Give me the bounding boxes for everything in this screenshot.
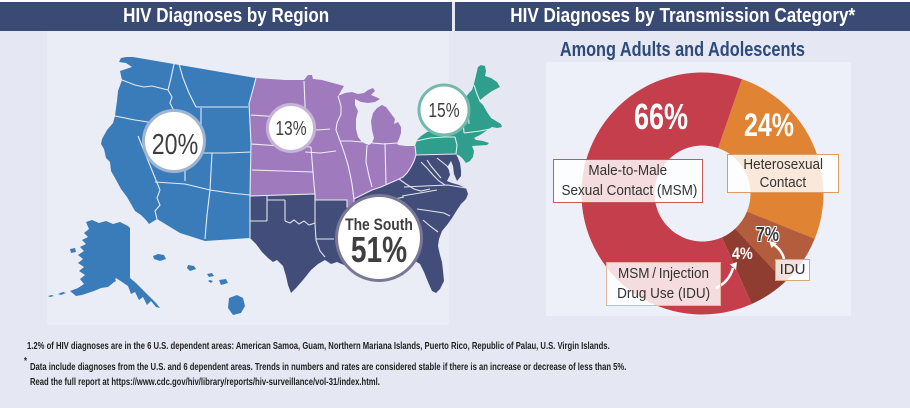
svg-text:13%: 13% xyxy=(275,117,306,139)
svg-text:15%: 15% xyxy=(428,99,459,121)
svg-text:The South: The South xyxy=(345,216,413,234)
svg-text:20%: 20% xyxy=(152,127,198,160)
svg-text:51%: 51% xyxy=(351,230,407,270)
